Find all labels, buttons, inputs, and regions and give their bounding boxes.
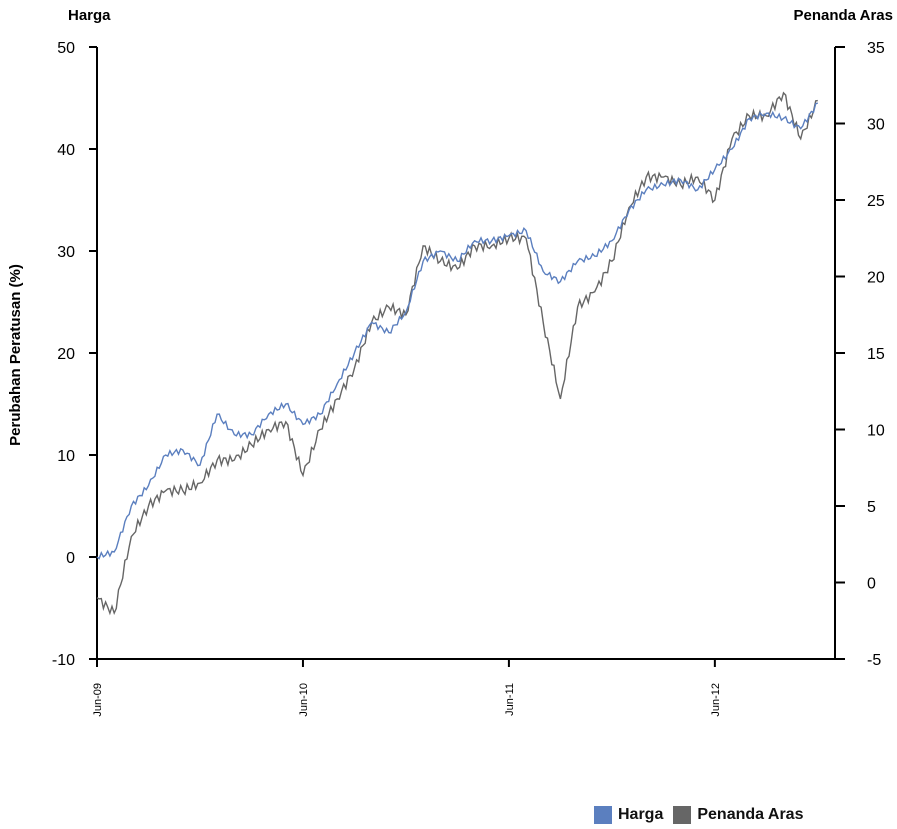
series-lines (96, 91, 818, 616)
right-y-tick-label: 30 (867, 117, 885, 134)
right-y-tick-label: 5 (867, 499, 876, 516)
x-tick-label: Jun-09 (92, 683, 104, 717)
left-y-tick-label: 0 (66, 550, 75, 567)
right-y-tick-label: -5 (867, 652, 881, 669)
legend-swatch-harga (594, 806, 612, 824)
right-y-tick-label: 10 (867, 423, 885, 440)
series-line-harga (96, 102, 818, 560)
legend-item-penanda-aras: Penanda Aras (673, 806, 803, 824)
legend: Harga Penanda Aras (594, 806, 813, 824)
right-y-tick-label: 15 (867, 346, 885, 363)
x-tick-label: Jun-11 (504, 683, 516, 716)
y-axis-label: Perubahan Peratusan (%) (7, 264, 24, 446)
right-y-tick-label: 25 (867, 193, 885, 210)
left-y-ticks: 50 40 30 20 10 0 -10 (52, 40, 97, 669)
x-tick-label: Jun-12 (710, 683, 722, 717)
right-y-tick-label: 35 (867, 40, 885, 57)
left-y-tick-label: 30 (57, 244, 75, 261)
left-y-tick-label: 40 (57, 142, 75, 159)
left-y-tick-label: 50 (57, 40, 75, 57)
legend-label-penanda-aras: Penanda Aras (697, 806, 804, 823)
right-y-ticks: 35 30 25 20 15 10 5 0 -5 (835, 40, 885, 669)
left-y-tick-label: -10 (52, 652, 75, 669)
legend-label-harga: Harga (618, 806, 664, 823)
right-axis-title: Penanda Aras (794, 7, 894, 24)
right-y-tick-label: 0 (867, 576, 876, 593)
left-y-tick-label: 20 (57, 346, 75, 363)
left-y-tick-label: 10 (57, 448, 75, 465)
x-ticks: Jun-09 Jun-10 Jun-11 Jun-12 (92, 659, 722, 717)
legend-swatch-penanda-aras (673, 806, 692, 824)
legend-item-harga: Harga (594, 806, 663, 824)
left-axis-title: Harga (68, 7, 111, 24)
x-tick-label: Jun-10 (298, 683, 310, 717)
series-line-penanda-aras (96, 91, 818, 616)
right-y-tick-label: 20 (867, 270, 885, 287)
